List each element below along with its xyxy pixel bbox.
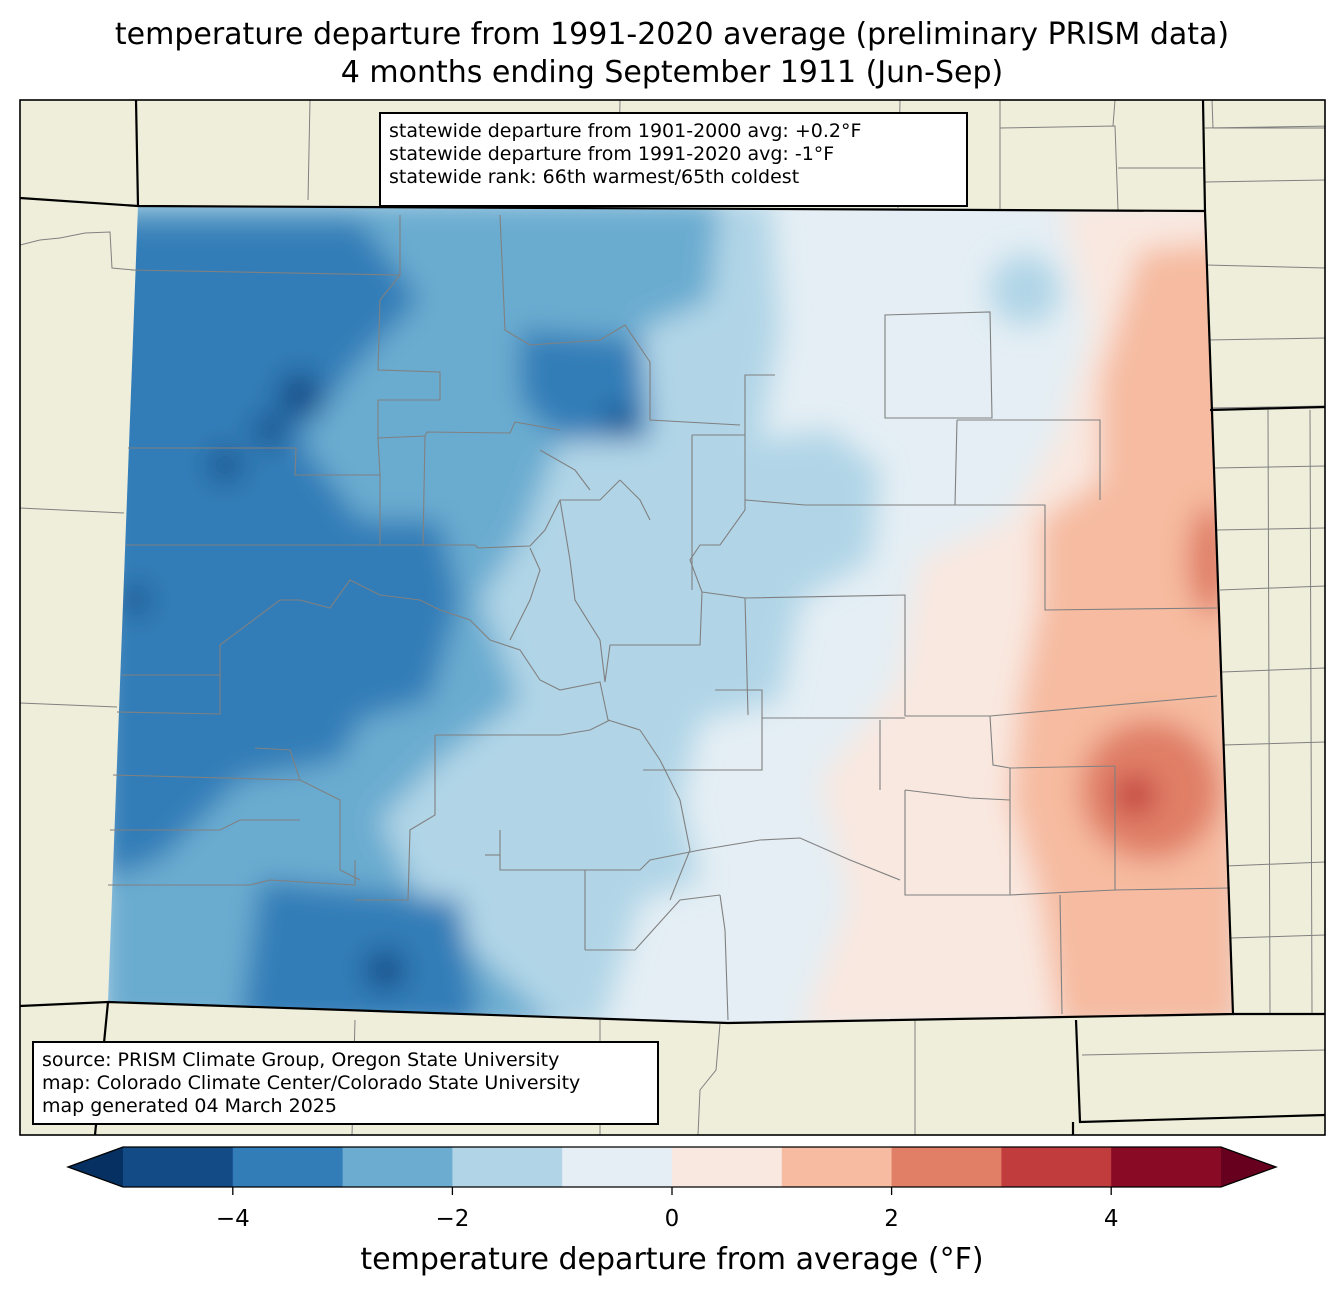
colorbar-bin	[452, 1147, 563, 1187]
colorbar-tick-label: 2	[884, 1206, 899, 1232]
colorbar-under-extension	[68, 1147, 123, 1187]
credit-map: map: Colorado Climate Center/Colorado St…	[42, 1072, 581, 1094]
colorbar-tick-label: 0	[664, 1206, 680, 1232]
temperature-field	[108, 206, 1233, 1023]
colorbar-tick-label: −4	[215, 1206, 250, 1232]
credits-box: source: PRISM Climate Group, Oregon Stat…	[32, 1041, 659, 1125]
map-frame	[19, 99, 1326, 1136]
colorbar-bin	[891, 1147, 1002, 1187]
colorbar-label: temperature departure from average (°F)	[360, 1242, 984, 1277]
colorbar-over-extension	[1221, 1147, 1276, 1187]
stats-line-1901-2000: statewide departure from 1901-2000 avg: …	[389, 120, 862, 142]
colorbar-bin	[342, 1147, 453, 1187]
colorbar	[66, 1146, 1278, 1195]
colorbar-bin	[123, 1147, 234, 1187]
statewide-stats-box: statewide departure from 1901-2000 avg: …	[379, 112, 968, 207]
map-subtitle: 4 months ending September 1911 (Jun-Sep)	[340, 55, 1004, 90]
map-title: temperature departure from 1991-2020 ave…	[114, 17, 1230, 52]
colorbar-bin	[232, 1147, 344, 1187]
stats-line-rank: statewide rank: 66th warmest/65th coldes…	[389, 166, 800, 188]
stats-line-1991-2020: statewide departure from 1991-2020 avg: …	[389, 143, 835, 165]
colorbar-tick-label: 4	[1103, 1206, 1119, 1232]
colorbar-bin	[562, 1147, 673, 1187]
colorado-county-lines	[108, 214, 1231, 1021]
colorbar-bin	[1001, 1147, 1112, 1187]
credit-generated: map generated 04 March 2025	[42, 1095, 337, 1117]
state-borders	[20, 100, 1325, 1135]
credit-source: source: PRISM Climate Group, Oregon Stat…	[42, 1049, 560, 1071]
colorbar-bin	[781, 1147, 893, 1187]
colorbar-outline	[66, 1146, 1278, 1188]
colorbar-bin	[1111, 1147, 1222, 1187]
colorbar-bin	[672, 1147, 783, 1187]
colorbar-tick-label: −2	[435, 1206, 470, 1232]
